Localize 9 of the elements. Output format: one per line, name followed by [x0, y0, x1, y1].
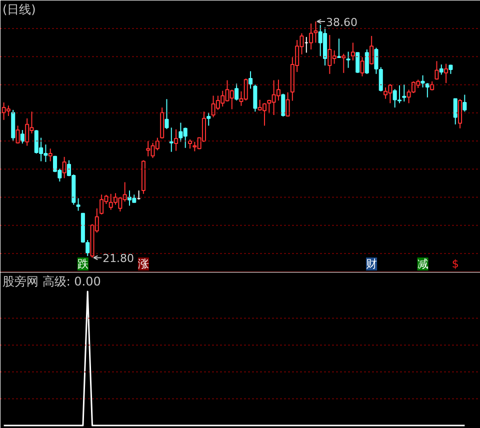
- chart-title: 股旁网 高级: 0.00: [2, 274, 101, 288]
- text: 财: [366, 258, 378, 270]
- text: 21.80: [102, 252, 134, 266]
- text: 38.60: [326, 16, 358, 29]
- text: 涨: [138, 258, 149, 270]
- text: $: [452, 258, 459, 270]
- chart-title: (日线): [2, 2, 36, 16]
- text: 跌: [77, 258, 88, 270]
- text: 减: [417, 258, 428, 270]
